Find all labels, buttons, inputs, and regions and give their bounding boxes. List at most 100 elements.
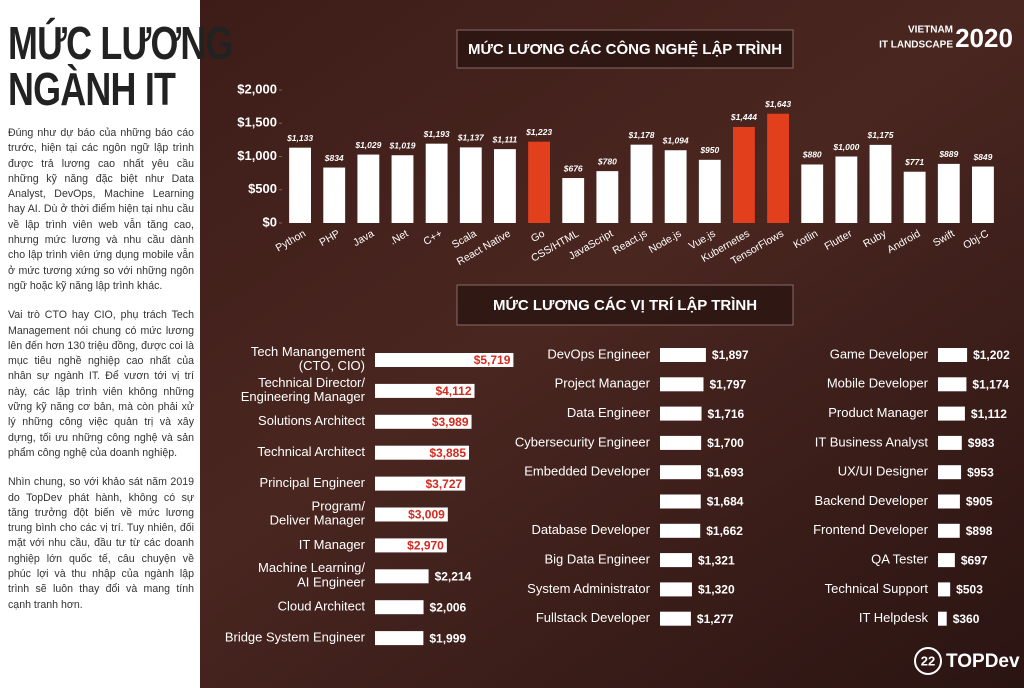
bar xyxy=(375,414,472,429)
value-label: $771 xyxy=(904,157,924,167)
bar xyxy=(938,494,960,509)
bar xyxy=(375,353,514,367)
bar xyxy=(660,406,702,421)
bar xyxy=(660,611,691,626)
category-label: Game Developer xyxy=(830,346,929,361)
category-label: System Administrator xyxy=(527,581,650,596)
category-label: Technical Architect xyxy=(257,444,365,459)
bar xyxy=(562,178,585,223)
bar xyxy=(375,507,448,522)
y-tick-label: $1,000 xyxy=(237,148,277,163)
bar xyxy=(835,156,858,223)
bar xyxy=(660,494,701,509)
category-label: Cloud Architect xyxy=(278,599,366,614)
value-label: $880 xyxy=(802,150,822,160)
bar xyxy=(459,147,482,223)
value-label: $1,029 xyxy=(354,140,381,150)
chart-title: MỨC LƯƠNG CÁC VỊ TRÍ LẬP TRÌNH xyxy=(493,296,757,314)
value-label: $4,112 xyxy=(435,384,471,398)
value-label: $1,684 xyxy=(707,495,744,509)
value-label: $1,321 xyxy=(698,553,735,567)
category-label: Technical Support xyxy=(825,581,929,596)
logo-number: 22 xyxy=(921,653,935,668)
bar xyxy=(375,569,429,584)
value-label: $1,133 xyxy=(286,133,313,143)
category-label: Data Engineer xyxy=(567,405,651,420)
category-label: Fullstack Developer xyxy=(536,610,651,625)
value-label: $780 xyxy=(597,156,617,166)
brand-year: 2020 xyxy=(955,23,1013,53)
bar xyxy=(937,163,960,223)
y-tick-label: $1,500 xyxy=(237,115,277,130)
bar xyxy=(630,144,653,223)
value-label: $1,444 xyxy=(730,112,757,122)
logo-text: TOPDev xyxy=(946,651,1020,672)
bar xyxy=(660,348,706,362)
value-label: $1,797 xyxy=(709,377,746,391)
bar xyxy=(660,553,692,568)
bar xyxy=(938,377,967,392)
bar xyxy=(938,582,951,597)
value-label: $2,006 xyxy=(430,600,467,614)
value-label: $1,693 xyxy=(707,465,744,479)
sidebar-title: MỨC LƯƠNG xyxy=(8,17,233,69)
bar xyxy=(375,383,475,398)
value-label: $889 xyxy=(938,149,958,159)
category-label: Backend Developer xyxy=(815,493,929,508)
chart-title: MỨC LƯƠNG CÁC CÔNG NGHỆ LẬP TRÌNH xyxy=(468,40,782,58)
category-label: Mobile Developer xyxy=(827,376,929,391)
category-label: Frontend Developer xyxy=(813,522,929,537)
title-box xyxy=(456,29,794,69)
bar xyxy=(767,113,789,223)
category-label: IT Business Analyst xyxy=(815,434,929,449)
value-label: $1,019 xyxy=(389,140,416,150)
logo-ring xyxy=(914,647,942,675)
bar xyxy=(903,171,926,223)
bar xyxy=(375,631,424,646)
category-label: Bridge System Engineer xyxy=(225,630,366,645)
value-label: $5,719 xyxy=(474,353,511,367)
value-label: $676 xyxy=(563,163,583,173)
category-label: DevOps Engineer xyxy=(547,346,650,361)
value-label: $1,178 xyxy=(628,130,655,140)
value-label: $1,897 xyxy=(712,348,749,362)
category-label: IT Manager xyxy=(299,537,366,552)
bar xyxy=(938,611,947,626)
bar xyxy=(938,406,965,421)
bar xyxy=(660,465,701,480)
category-label: UX/UI Designer xyxy=(838,464,929,479)
value-label: $834 xyxy=(324,153,344,163)
value-label: $1,277 xyxy=(697,612,734,626)
value-label: $1,174 xyxy=(972,377,1009,391)
bar xyxy=(494,149,516,223)
category-label: Tech Manangement (CTO, CIO) xyxy=(251,344,366,373)
value-label: $1,175 xyxy=(867,130,894,140)
bar xyxy=(289,147,311,223)
bar xyxy=(938,523,960,538)
value-label: $1,111 xyxy=(492,134,518,144)
value-label: $1,643 xyxy=(764,99,791,109)
category-label: Embedded Developer xyxy=(524,464,650,479)
category-label: Cybersecurity Engineer xyxy=(515,434,651,449)
bar xyxy=(660,523,701,538)
title-box xyxy=(456,284,794,326)
value-label: $697 xyxy=(961,553,988,567)
sidebar-title: NGÀNH IT xyxy=(8,63,176,115)
y-tick-label: $0 xyxy=(263,214,277,229)
bar xyxy=(698,159,721,223)
value-label: $1,112 xyxy=(971,407,1007,421)
bar xyxy=(938,435,962,450)
value-label: $1,223 xyxy=(525,127,552,137)
bar xyxy=(357,154,380,223)
category-label: Principal Engineer xyxy=(259,475,365,490)
bar xyxy=(733,126,755,223)
bar xyxy=(528,141,550,223)
value-label: $3,989 xyxy=(432,415,469,429)
value-label: $953 xyxy=(967,465,994,479)
brand-country: VIETNAM xyxy=(908,25,953,36)
bar xyxy=(391,155,414,223)
category-label: QA Tester xyxy=(871,552,929,567)
category-label: IT Helpdesk xyxy=(859,610,929,625)
brand-name: IT LANDSCAPE xyxy=(879,40,953,51)
